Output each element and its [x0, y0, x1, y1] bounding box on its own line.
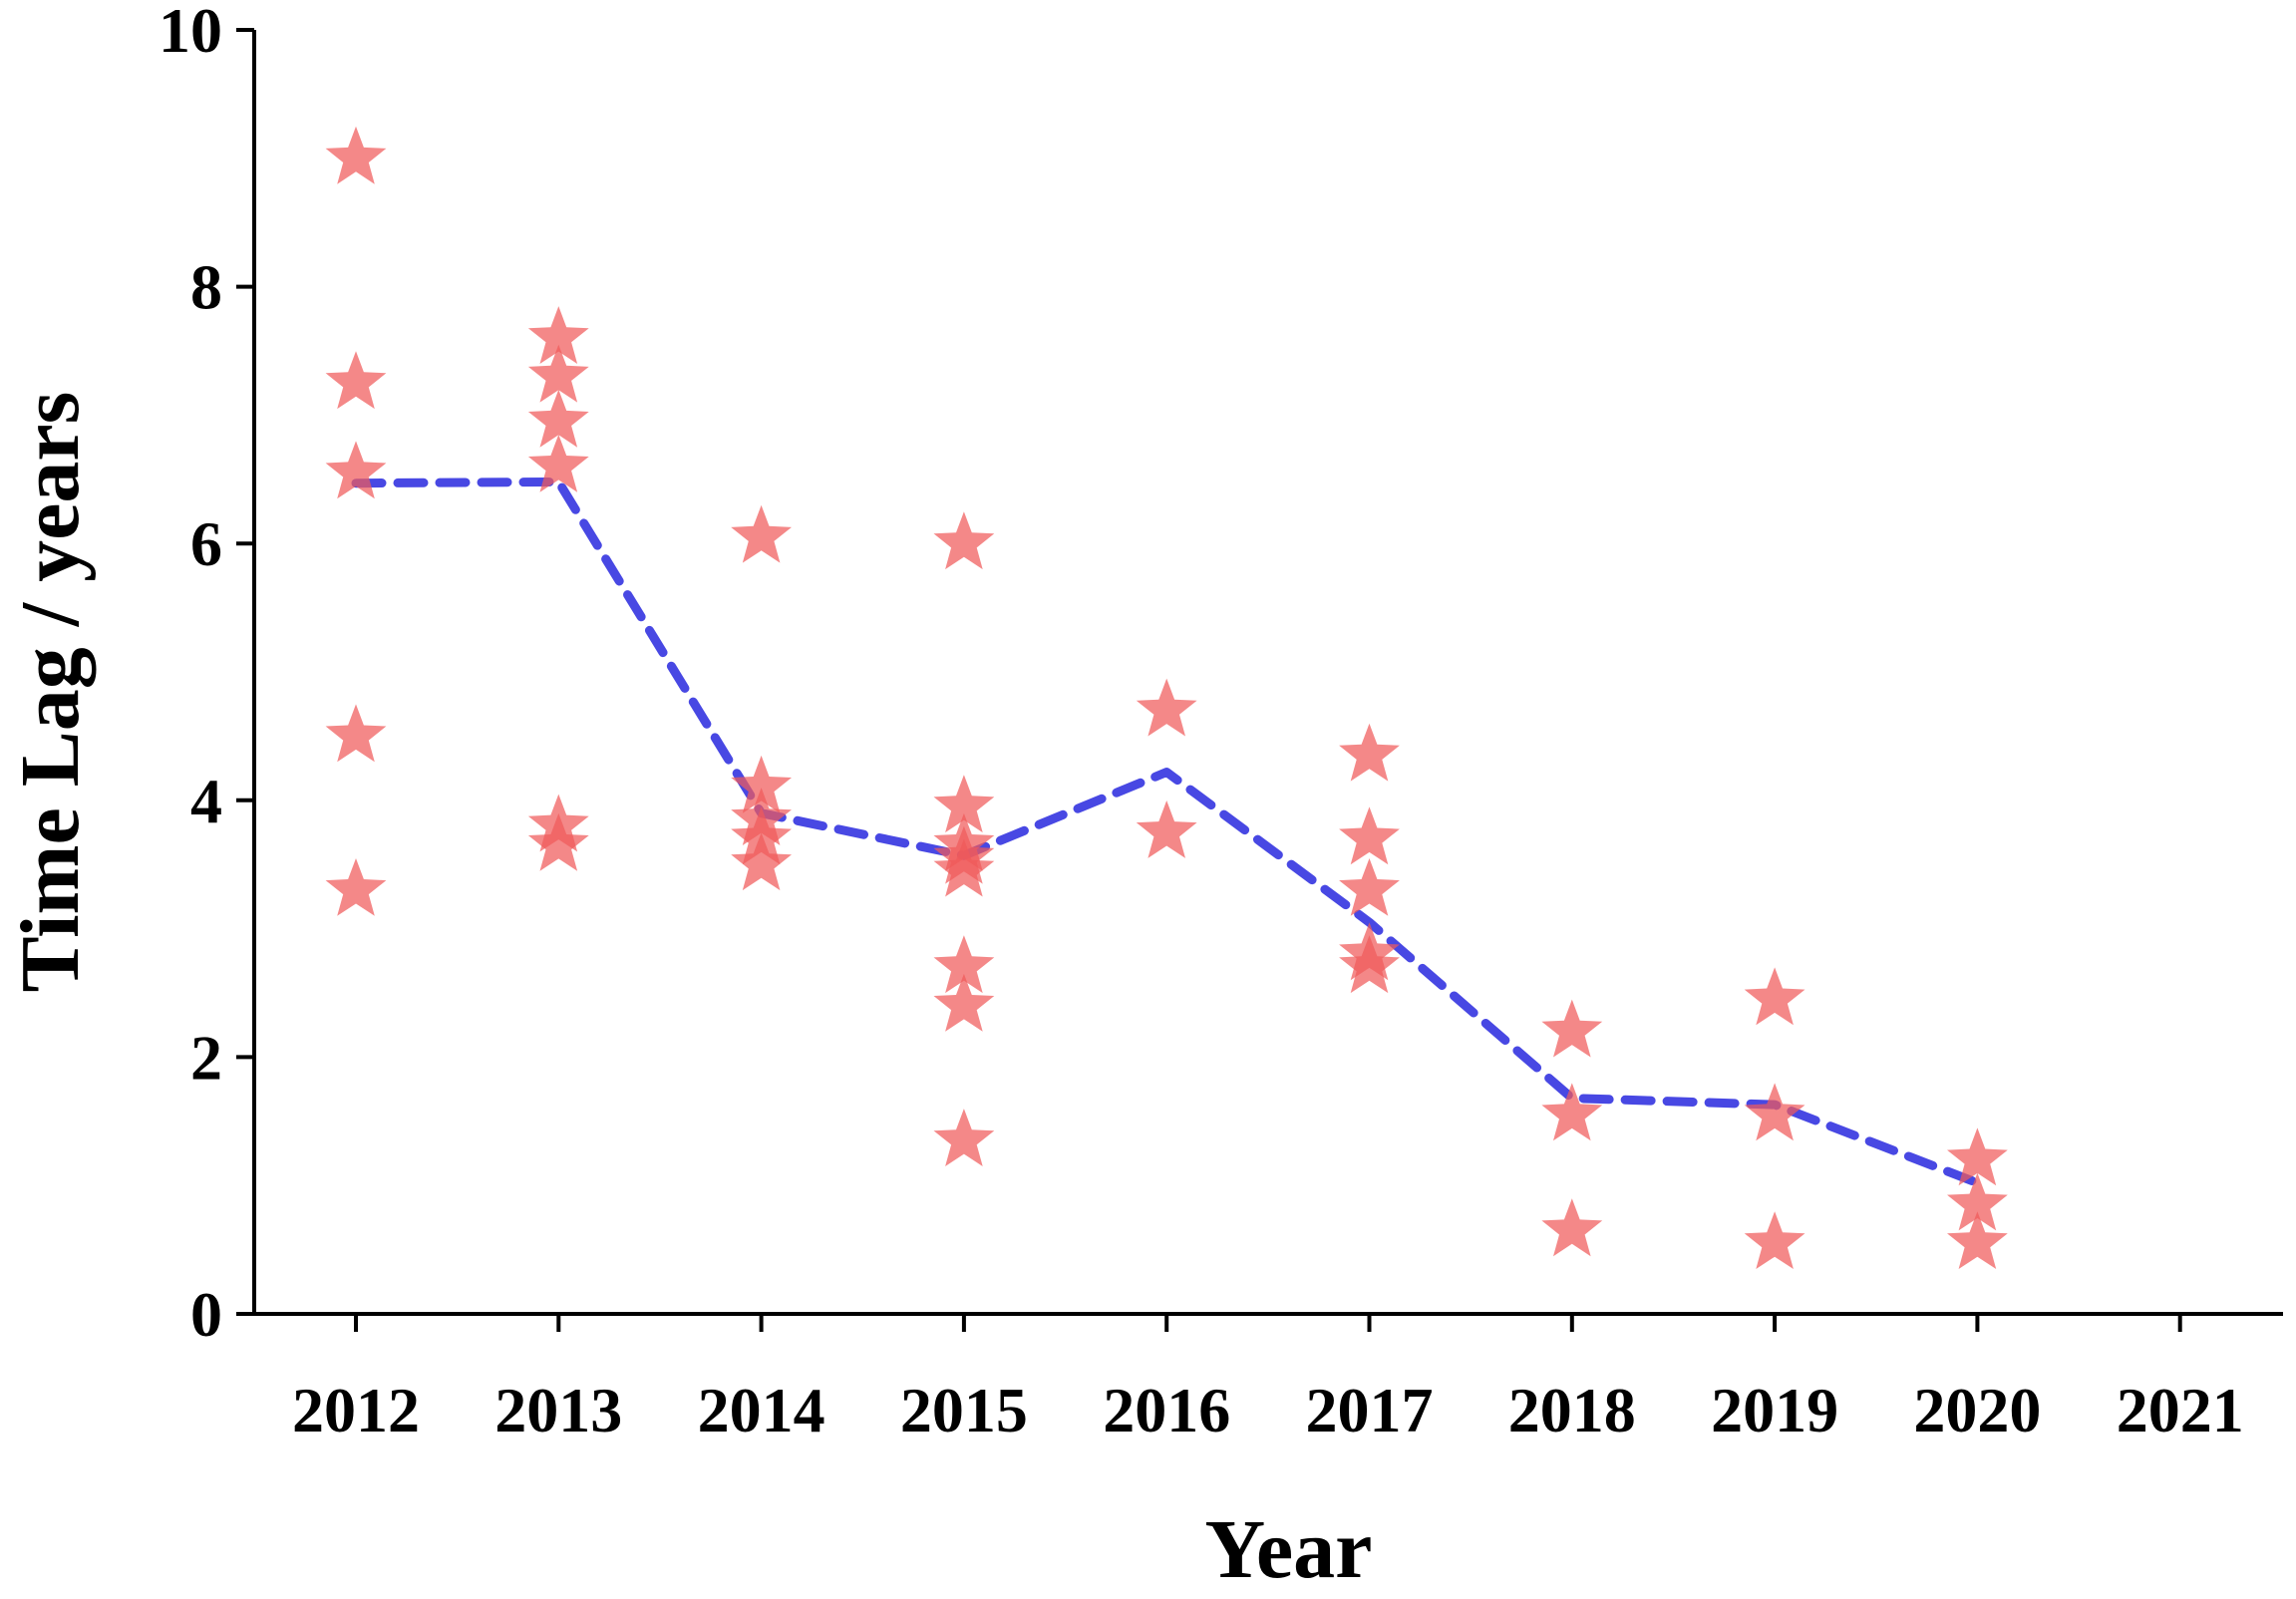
star-point	[1339, 858, 1400, 916]
x-tick-label: 2019	[1711, 1375, 1838, 1445]
mean-line	[351, 477, 1982, 1188]
star-point	[325, 126, 387, 184]
star-point	[933, 1109, 995, 1166]
star-point	[325, 441, 387, 499]
star-point	[731, 755, 792, 813]
star-point	[1541, 1083, 1603, 1141]
y-tick-label: 10	[159, 0, 222, 66]
star-point	[1947, 1127, 2008, 1186]
star-point	[325, 704, 387, 763]
x-tick-label: 2014	[698, 1375, 825, 1445]
star-point	[527, 344, 589, 403]
star-point	[933, 511, 995, 570]
star-point	[325, 351, 387, 410]
y-tick-label: 8	[190, 252, 222, 323]
star-point	[1947, 1172, 2008, 1231]
star-point	[1136, 800, 1197, 858]
x-axis-title: Year	[1205, 1503, 1373, 1596]
y-tick-label: 2	[190, 1022, 222, 1093]
star-point	[527, 812, 589, 871]
x-tick-label: 2015	[900, 1375, 1028, 1445]
star-point	[1339, 935, 1400, 994]
star-point	[527, 306, 589, 364]
x-tick-label: 2018	[1508, 1375, 1636, 1445]
star-point	[731, 504, 792, 563]
star-point	[933, 838, 995, 897]
axes: 0 2 4 6 8 10 2012 2013 2014 2015 2016 2017 2018 2019 2…	[159, 0, 2283, 1445]
points-layer	[325, 126, 2008, 1269]
star-point	[527, 434, 589, 492]
star-point	[1744, 967, 1805, 1026]
x-tick-label: 2012	[292, 1375, 420, 1445]
star-point	[1339, 806, 1400, 865]
star-point	[933, 775, 995, 833]
y-tick-label: 0	[190, 1279, 222, 1350]
star-point	[933, 935, 995, 994]
x-tick-label: 2016	[1103, 1375, 1230, 1445]
star-point	[527, 389, 589, 448]
labels-layer: Year Time Lag / years	[4, 392, 1372, 1596]
x-tick-label: 2020	[1913, 1375, 2041, 1445]
star-point	[1947, 1211, 2008, 1269]
star-point	[731, 832, 792, 891]
star-point	[1339, 723, 1400, 782]
star-point	[933, 973, 995, 1032]
star-point	[1541, 1198, 1603, 1257]
star-point	[1541, 999, 1603, 1058]
y-tick-label: 6	[190, 508, 222, 579]
y-axis-title: Time Lag / years	[4, 392, 97, 993]
x-tick-label: 2021	[2117, 1375, 2244, 1445]
star-point	[1136, 678, 1197, 737]
mean-line-layer	[351, 477, 1982, 1188]
star-point	[325, 858, 387, 916]
y-tick-label: 4	[190, 766, 222, 836]
x-tick-label: 2017	[1306, 1375, 1434, 1445]
x-tick-label: 2013	[494, 1375, 622, 1445]
star-point	[1744, 1083, 1805, 1141]
star-point	[1744, 1211, 1805, 1269]
